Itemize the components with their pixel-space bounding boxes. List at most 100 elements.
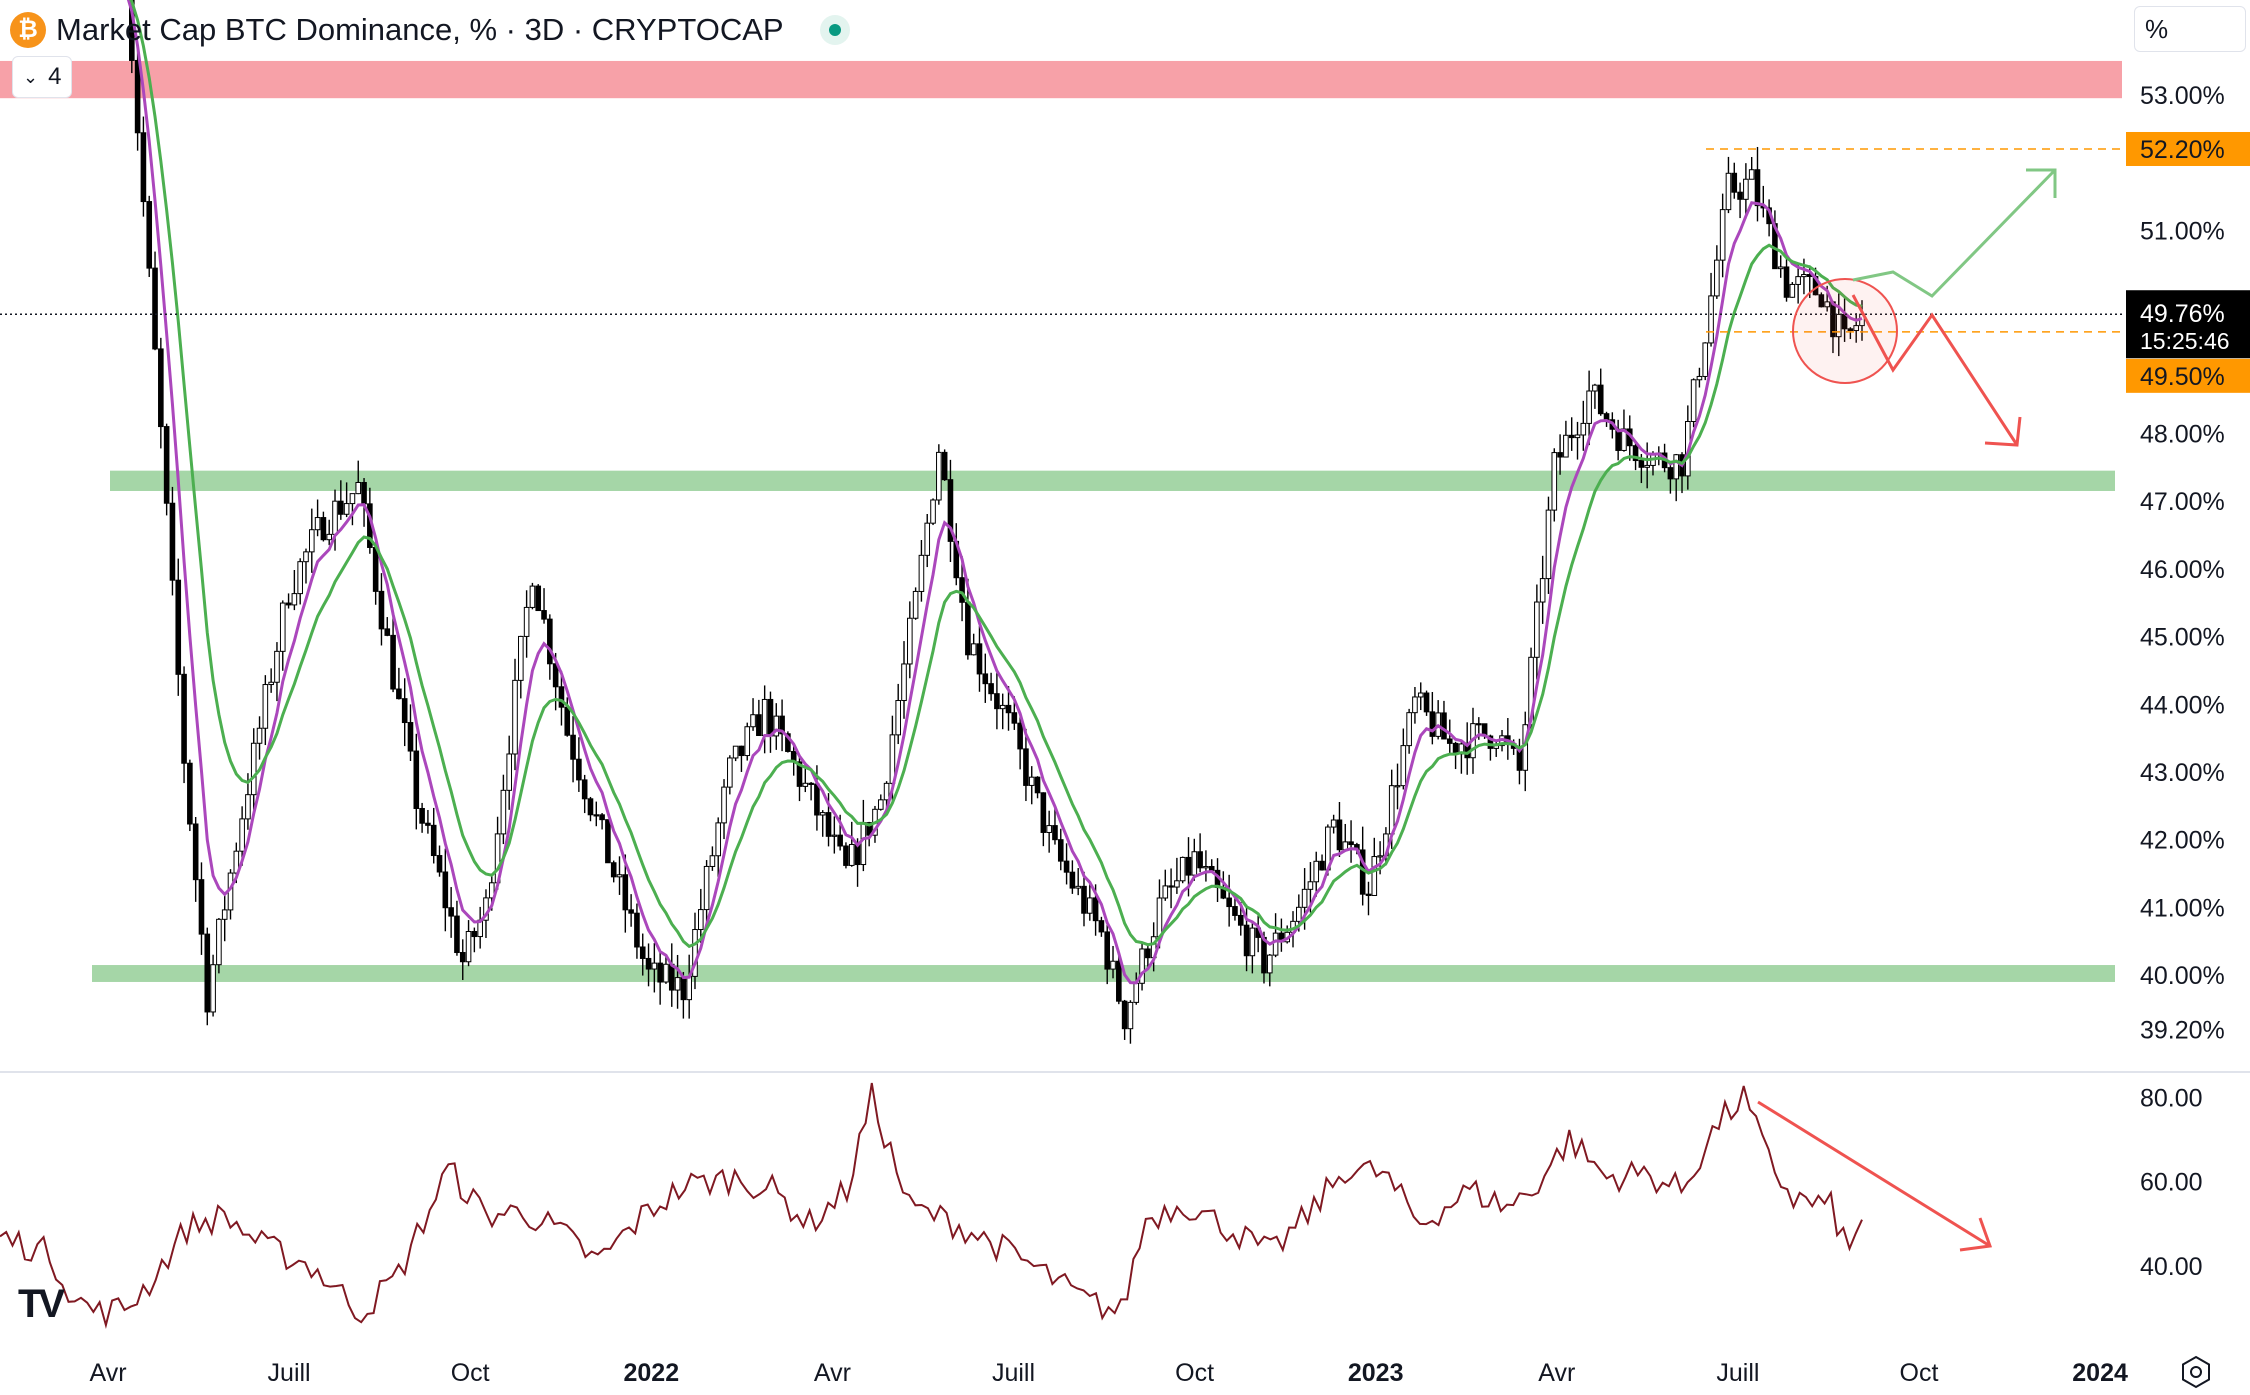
candle-body <box>442 871 449 909</box>
candle-body <box>372 546 379 592</box>
candle-body <box>1615 428 1621 451</box>
candle-body <box>947 479 954 542</box>
candle-body <box>1174 880 1180 888</box>
settings-icon[interactable] <box>2178 1354 2214 1390</box>
candle-body <box>181 673 187 764</box>
candle-body <box>529 585 536 608</box>
time-tick-label: Oct <box>451 1359 490 1387</box>
candle-body <box>239 818 245 852</box>
candle-body <box>1081 885 1087 914</box>
candle-body <box>401 698 408 724</box>
candle-body <box>988 683 994 695</box>
time-axis[interactable]: Avr Juill Oct 2022 Avr Juill Oct 2023 Avr Juill Oc… <box>89 1359 2128 1387</box>
candle-body <box>587 798 594 816</box>
candle-body <box>419 807 425 824</box>
candle-body <box>1696 375 1703 381</box>
time-tick-label: Avr <box>814 1359 851 1387</box>
candle-body <box>715 822 722 857</box>
candle-body <box>1232 906 1238 916</box>
candle-body <box>1005 704 1012 714</box>
candle-body <box>1208 866 1215 871</box>
indicator-count: 4 <box>48 63 62 90</box>
candle-body <box>140 132 147 203</box>
candle-body <box>808 782 814 785</box>
candle-body <box>680 977 687 1001</box>
candle-body <box>500 789 507 835</box>
market-status-icon[interactable] <box>819 15 850 45</box>
candle-body <box>970 643 977 656</box>
candle-body <box>674 977 681 991</box>
candle-body <box>384 628 391 636</box>
current-price-label: 49.76% <box>2140 300 2225 328</box>
candle-body <box>146 201 153 269</box>
candle-body <box>1028 776 1035 786</box>
time-tick-label: Juill <box>268 1359 311 1387</box>
rsi-layer <box>0 1082 1863 1330</box>
price-tick-label: 44.00% <box>2140 691 2225 719</box>
level-price-label: 52.20% <box>2140 136 2225 164</box>
candle-body <box>843 845 849 866</box>
bearish-scenario-arrow <box>1851 294 2019 446</box>
price-tick-label: 42.00% <box>2140 827 2225 855</box>
candle-body <box>1853 325 1859 332</box>
time-tick-label: Juill <box>1716 1359 1759 1387</box>
candle-body <box>1673 454 1680 480</box>
time-tick-label: 2022 <box>623 1359 679 1387</box>
candle-body <box>1725 172 1732 211</box>
candle-body <box>1702 342 1709 377</box>
candle-body <box>1266 954 1273 974</box>
time-tick-label: Juill <box>992 1359 1035 1387</box>
candle-body <box>1365 893 1372 896</box>
candle-body <box>245 794 251 820</box>
indicators-toggle[interactable]: ⌄ 4 <box>12 56 73 98</box>
candle-body <box>837 834 843 847</box>
current-price-tag <box>2126 290 2250 359</box>
price-axis[interactable]: 53.00% 51.00% 48.00% 47.00% 46.00% 45.00% 44.0… <box>2140 82 2225 1045</box>
candle-body <box>1551 452 1558 511</box>
candle-body <box>1307 881 1314 890</box>
candle-body <box>581 779 588 800</box>
bitcoin-icon: ₿ <box>10 12 46 48</box>
time-tick-label: Avr <box>1538 1359 1575 1387</box>
candle-body <box>686 975 692 1001</box>
candle-body <box>471 930 478 938</box>
candle-body <box>349 493 356 505</box>
candle-body <box>779 715 785 735</box>
chart-title: Market Cap BTC Dominance, % · 3D · CRYPT… <box>56 12 784 47</box>
chevron-down-icon: ⌄ <box>23 66 39 87</box>
candle-body <box>454 915 460 954</box>
candle-body <box>256 727 263 744</box>
candle-body <box>616 874 623 878</box>
candle-body <box>1574 434 1581 439</box>
rsi-tick-label: 60.00 <box>2140 1169 2203 1197</box>
candle-body <box>785 733 791 752</box>
candle-body <box>1301 888 1308 908</box>
rsi-axis[interactable]: 80.00 60.00 40.00 <box>2140 1084 2203 1281</box>
candle-body <box>262 684 269 729</box>
candle-body <box>1818 294 1825 308</box>
price-labels: 52.20% 49.76%15:25:46 49.50% <box>2126 131 2250 393</box>
candle-body <box>1139 948 1145 984</box>
price-tick-label: 51.00% <box>2140 217 2225 245</box>
candle-body <box>512 679 518 755</box>
candle-body <box>1226 897 1232 908</box>
candle-body <box>1580 422 1587 436</box>
candle-body <box>1632 445 1639 462</box>
candle-body <box>1179 856 1186 882</box>
candle-body <box>1597 384 1604 415</box>
candle-body <box>1110 960 1116 970</box>
candle-body <box>221 909 228 920</box>
candle-body <box>895 700 902 736</box>
candle-body <box>709 855 716 867</box>
scale-mode-box[interactable]: % <box>2134 6 2246 52</box>
candle-body <box>320 517 327 541</box>
candle-body <box>448 907 454 917</box>
candle-body <box>1754 169 1761 207</box>
candle-body <box>599 814 605 821</box>
candle-body <box>738 745 745 757</box>
candle-body <box>1388 785 1395 835</box>
time-tick-label: 2024 <box>2072 1359 2128 1387</box>
bullish-scenario-arrow <box>1852 168 2057 298</box>
candle-body <box>187 762 193 825</box>
